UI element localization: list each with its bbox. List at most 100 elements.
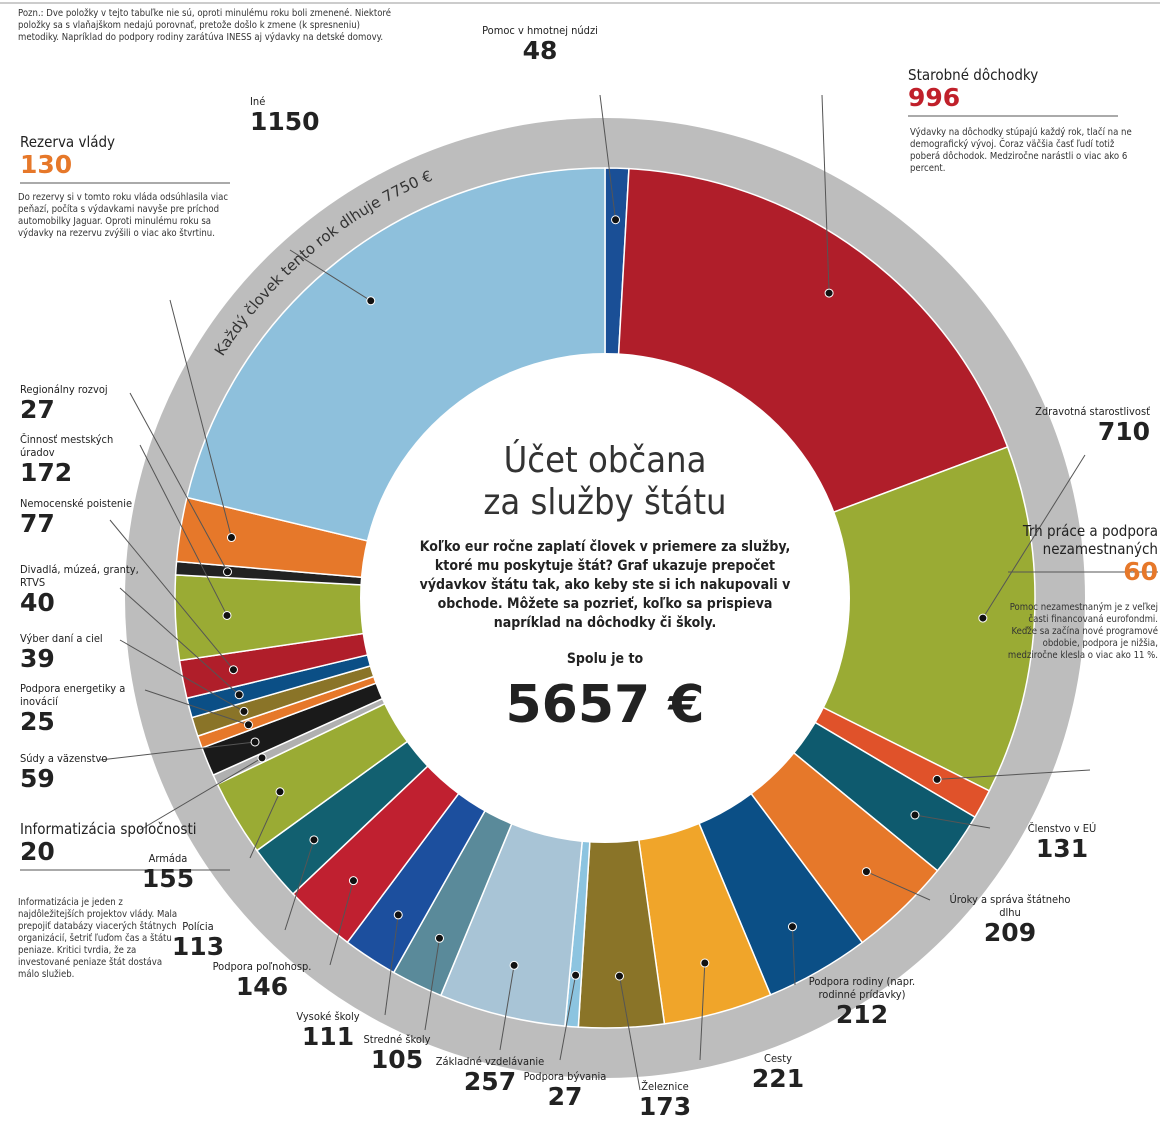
annotation: Pomoc nezamestnaným je z veľkej časti fi… xyxy=(1007,602,1158,661)
category-label: Úroky a správa štátneho dlhu 209 xyxy=(945,893,1075,947)
category-name: Zdravotná starostlivosť xyxy=(1035,405,1150,418)
category-name: Nemocenské poistenie xyxy=(20,497,133,510)
leader-line xyxy=(119,639,245,712)
category-name: Starobné dôchodky xyxy=(908,66,1039,84)
leader-dot xyxy=(393,910,403,920)
value-label: 130 xyxy=(20,150,73,179)
leader-line xyxy=(599,94,617,220)
category-label: Podpora poľnohosp. 146 xyxy=(197,960,327,1001)
leader-line xyxy=(119,587,240,696)
leader-dot xyxy=(614,971,624,981)
leader-dot xyxy=(571,970,581,980)
value-label: 146 xyxy=(235,972,289,1001)
leader-line xyxy=(249,791,281,859)
leader-line xyxy=(99,741,256,761)
leader-dot xyxy=(509,960,519,970)
category-label: Železnice 173 xyxy=(600,1080,730,1121)
value-label: 39 xyxy=(20,644,55,673)
category-label: Iné 1150 xyxy=(250,95,320,136)
value-label: 27 xyxy=(547,1082,583,1111)
category-label: Nemocenské poistenie 77 xyxy=(20,497,132,538)
value-label: 48 xyxy=(522,36,558,65)
leader-line xyxy=(424,938,440,1031)
category-name: Pomoc v hmotnej núdzi xyxy=(482,24,598,37)
leader-line xyxy=(559,975,577,1061)
category-name: Súdy a väzenstvo xyxy=(20,752,108,765)
value-label: 209 xyxy=(983,918,1037,947)
leader-line xyxy=(329,880,354,966)
category-name: Členstvo v EÚ xyxy=(1027,822,1097,835)
leader-dot xyxy=(348,876,358,886)
leader-dot xyxy=(434,933,444,943)
category-label: Pomoc v hmotnej núdzi 48 xyxy=(475,24,605,65)
subtitle: Koľko eur ročne zaplatí človek v priemer… xyxy=(419,539,791,631)
category-name: Stredné školy xyxy=(363,1033,431,1046)
category-label: Polícia 113 xyxy=(133,920,263,961)
annotation: Výdavky na dôchodky stúpajú každý rok, t… xyxy=(910,127,1132,174)
leader-line xyxy=(289,249,372,302)
value-label: 221 xyxy=(751,1064,805,1093)
value-label: 172 xyxy=(20,458,73,487)
category-name: Rezerva vlády xyxy=(20,133,116,151)
leader-line xyxy=(937,769,1091,780)
category-label: Divadlá, múzeá, granty, RTVS 40 xyxy=(20,563,150,617)
annotation: Do rezervy si v tomto roku vláda odsúhla… xyxy=(18,192,229,239)
value-label: 131 xyxy=(1035,834,1089,863)
leader-line xyxy=(791,926,796,986)
leader-line xyxy=(982,454,1086,619)
category-name: Informatizácia spoločnosti xyxy=(20,820,197,838)
leader-dot xyxy=(978,613,988,623)
leader-line xyxy=(914,814,991,829)
value-label: 173 xyxy=(638,1092,692,1121)
category-label: Podpora energetiky a inovácií 25 xyxy=(20,682,150,736)
leader-line xyxy=(139,444,228,616)
value-label: 105 xyxy=(370,1045,424,1074)
value-label: 155 xyxy=(141,864,195,893)
category-label: Rezerva vlády 130 xyxy=(20,133,115,179)
value-label: 25 xyxy=(20,707,55,736)
leader-dot xyxy=(700,958,710,968)
annotation: Pozn.: Dve položky v tejto tabuľke nie s… xyxy=(18,8,391,43)
category-name: Polícia xyxy=(182,920,214,933)
leader-dot xyxy=(861,867,871,877)
value-label: 1150 xyxy=(250,107,320,136)
leader-line xyxy=(139,757,263,831)
leader-dot xyxy=(226,533,236,543)
leader-line xyxy=(821,94,830,294)
category-name: Regionálny rozvoj xyxy=(20,383,108,396)
leader-line xyxy=(144,689,249,726)
category-label: Činnosť mestských úradov 172 xyxy=(20,433,150,487)
leader-dot xyxy=(250,737,260,747)
value-label: 710 xyxy=(1097,417,1150,446)
category-label: Výber daní a ciel 39 xyxy=(20,632,103,673)
leader-dot xyxy=(824,288,834,298)
category-name: Podpora energetiky a inovácií xyxy=(20,682,126,708)
leader-dot xyxy=(257,753,267,763)
value-label: 59 xyxy=(20,764,55,793)
leader-line xyxy=(129,392,228,573)
category-label: Podpora bývania 27 xyxy=(500,1070,630,1111)
chart-title: za služby štátu xyxy=(483,482,727,523)
leader-dot xyxy=(787,922,797,932)
leader-dot xyxy=(275,787,285,797)
value-label: 60 xyxy=(1123,557,1158,586)
leader-dot xyxy=(239,706,249,716)
category-name: Vysoké školy xyxy=(296,1010,360,1023)
category-name: Podpora rodiny (napr. rodinné prídavky) xyxy=(808,975,916,1001)
leader-line xyxy=(384,914,399,1016)
center-text: Účet občana za služby štátu Koľko eur ro… xyxy=(395,440,815,735)
value-label: 111 xyxy=(301,1022,355,1051)
category-name: Železnice xyxy=(641,1080,689,1093)
category-label: Podpora rodiny (napr. rodinné prídavky) 2… xyxy=(797,975,927,1029)
value-label: 212 xyxy=(835,1000,889,1029)
category-label: Súdy a väzenstvo 59 xyxy=(20,752,107,793)
category-name: Činnosť mestských úradov xyxy=(20,433,114,459)
value-label: 20 xyxy=(20,837,55,866)
category-name: Trh práce a podpora nezamestnaných xyxy=(1022,522,1158,558)
category-label: Informatizácia spoločnosti 20 xyxy=(20,820,197,866)
category-label: Členstvo v EÚ 131 xyxy=(997,822,1127,863)
leader-line xyxy=(699,962,706,1061)
category-label: Regionálny rozvoj 27 xyxy=(20,383,108,424)
